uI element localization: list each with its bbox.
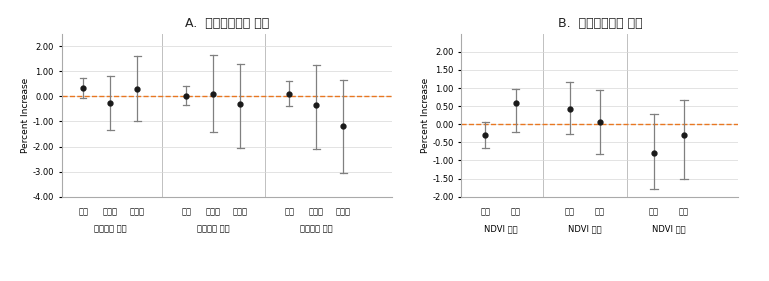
Text: 여성: 여성 bbox=[511, 208, 521, 217]
Text: 여성: 여성 bbox=[679, 208, 689, 217]
Text: 의료지수 낮음: 의료지수 낮음 bbox=[94, 225, 127, 234]
Text: 사무직: 사무직 bbox=[336, 208, 351, 217]
Text: 무직: 무직 bbox=[181, 208, 191, 217]
Text: 노동직: 노동직 bbox=[309, 208, 324, 217]
Text: NDVI 높음: NDVI 높음 bbox=[652, 225, 686, 234]
Text: 무직: 무직 bbox=[285, 208, 295, 217]
Y-axis label: Percent Increase: Percent Increase bbox=[421, 78, 430, 153]
Title: B.  심혈관계질환 상병: B. 심혈관계질환 상병 bbox=[558, 17, 642, 30]
Y-axis label: Percent Increase: Percent Increase bbox=[21, 78, 29, 153]
Text: 노동직: 노동직 bbox=[206, 208, 221, 217]
Text: 남성: 남성 bbox=[564, 208, 574, 217]
Text: 의료지수 보통: 의료지수 보통 bbox=[197, 225, 230, 234]
Title: A.  심혈관계질환 사망: A. 심혈관계질환 사망 bbox=[185, 17, 269, 30]
Text: 사무직: 사무직 bbox=[233, 208, 248, 217]
Text: NDVI 보통: NDVI 보통 bbox=[568, 225, 601, 234]
Text: 남성: 남성 bbox=[649, 208, 659, 217]
Text: 노동직: 노동직 bbox=[103, 208, 118, 217]
Text: NDVI 낮음: NDVI 낮음 bbox=[484, 225, 518, 234]
Text: 사무직: 사무직 bbox=[130, 208, 145, 217]
Text: 남성: 남성 bbox=[481, 208, 491, 217]
Text: 의료지수 높음: 의료지수 높음 bbox=[300, 225, 333, 234]
Text: 여성: 여성 bbox=[594, 208, 605, 217]
Text: 무직: 무직 bbox=[78, 208, 88, 217]
